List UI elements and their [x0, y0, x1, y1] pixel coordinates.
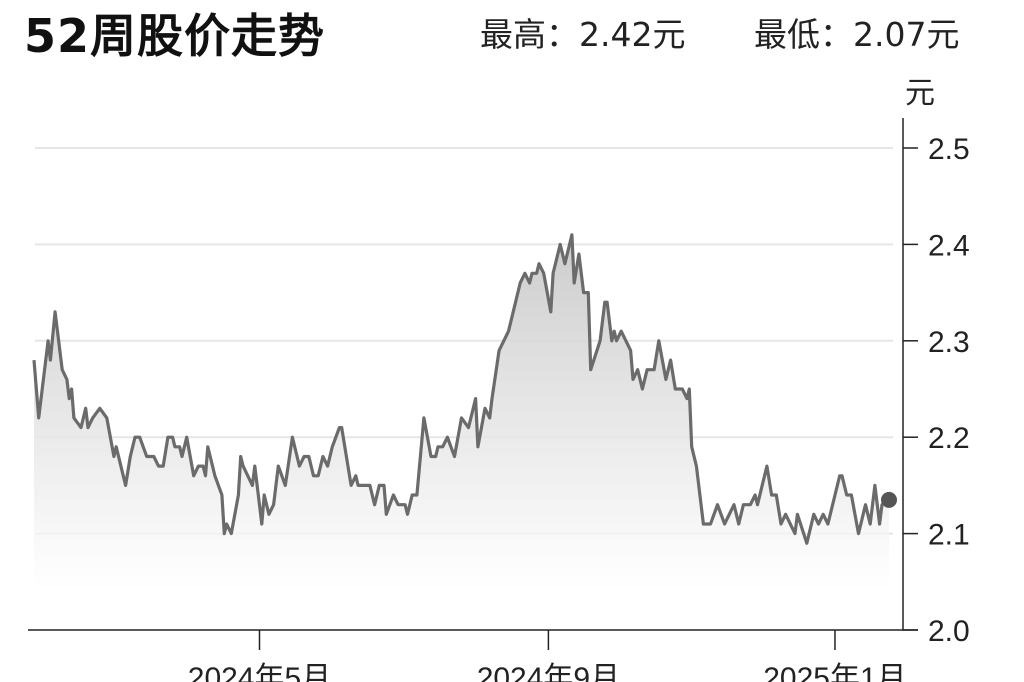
low-price-label: 最低：2.07元 — [754, 15, 960, 54]
high-price-label: 最高：2.42元 — [480, 15, 686, 54]
y-tick-label: 2.4 — [928, 229, 970, 262]
y-tick-label: 2.1 — [928, 519, 970, 552]
x-tick-label: 2025年1月 — [763, 662, 906, 682]
price-area-fill — [34, 234, 889, 592]
y-tick-label: 2.0 — [928, 615, 970, 648]
x-tick-label: 2024年9月 — [477, 662, 620, 682]
price-line — [32, 233, 890, 545]
y-tick-label: 2.3 — [928, 326, 970, 359]
last-price-marker — [881, 491, 897, 508]
x-tick-label: 2024年5月 — [188, 662, 331, 682]
y-tick-label: 2.2 — [928, 422, 970, 455]
chart-title: 52周股价走势 — [24, 9, 326, 63]
y-tick-label: 2.5 — [928, 133, 970, 166]
y-axis-unit: 元 — [905, 76, 935, 111]
